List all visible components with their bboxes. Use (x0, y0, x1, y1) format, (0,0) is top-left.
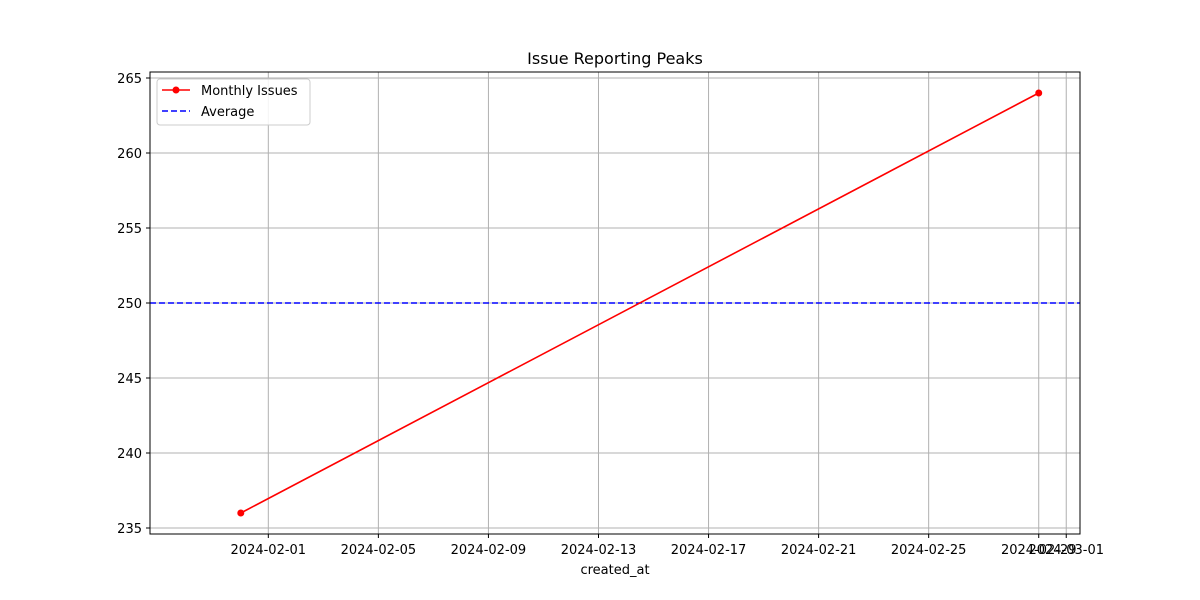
x-tick-label: 2024-02-29 (1001, 543, 1077, 558)
x-tick-label: 2024-02-05 (341, 543, 417, 558)
series-line-monthly-issues (240, 92, 1040, 514)
data-point (237, 509, 245, 517)
x-tick-label: 2024-02-13 (561, 543, 637, 558)
x-tick-label: 2024-03-01 (1028, 543, 1104, 558)
x-tick-label: 2024-02-01 (231, 543, 307, 558)
x-tick-label: 2024-02-21 (781, 543, 857, 558)
y-tick-label: 260 (117, 147, 142, 162)
y-tick-label: 245 (117, 372, 142, 387)
x-axis-label: created_at (580, 563, 649, 578)
legend: Monthly Issues Average (156, 78, 311, 126)
x-tick-label: 2024-02-09 (451, 543, 527, 558)
y-tick-label: 240 (117, 447, 142, 462)
y-tick-label: 255 (117, 222, 142, 237)
y-tick-label: 250 (117, 297, 142, 312)
legend-box (156, 78, 311, 126)
x-tick-label: 2024-02-25 (891, 543, 967, 558)
y-tick-label: 265 (117, 72, 142, 87)
legend-label-average: Average (201, 105, 254, 120)
chart-title: Issue Reporting Peaks (527, 49, 703, 68)
data-point (1035, 89, 1043, 97)
legend-marker-monthly-issues (172, 86, 180, 94)
axis-ticks: 2024-02-01 2024-02-05 2024-02-09 2024-02-13… (117, 72, 1104, 558)
x-tick-label: 2024-02-17 (671, 543, 747, 558)
y-tick-label: 235 (117, 522, 142, 537)
plot-area (150, 89, 1080, 517)
legend-label-monthly-issues: Monthly Issues (201, 84, 298, 99)
grid (150, 72, 1080, 534)
